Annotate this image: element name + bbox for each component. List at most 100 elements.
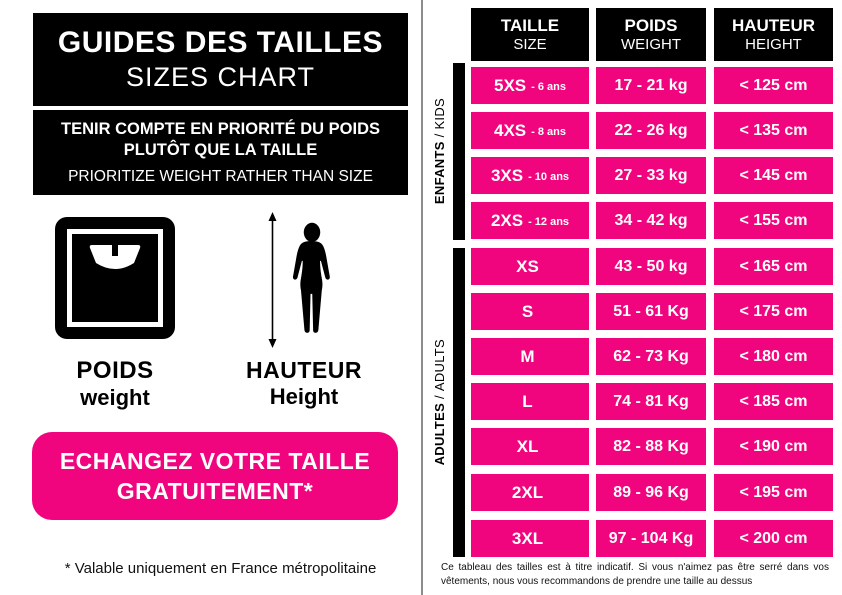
height-value: < 200 cm [739,529,808,547]
size-cell: 4XS - 8 ans [471,112,589,149]
weight-cell: 82 - 88 Kg [596,428,706,465]
size-cell: XL [471,428,589,465]
adults-group-label: ADULTES / ADULTS [426,248,452,557]
table-row: 4XS - 8 ans 22 - 26 kg < 135 cm [471,112,833,149]
weight-cell: 89 - 96 Kg [596,474,706,511]
person-silhouette-icon [292,222,330,333]
height-cell: < 155 cm [714,202,833,239]
table-row: 3XL 97 - 104 Kg < 200 cm [471,520,833,557]
weight-value: 43 - 50 kg [614,257,688,275]
scale-inner-frame [67,229,163,327]
adults-group-label-text: ADULTES / ADULTS [431,339,447,466]
height-cell: < 175 cm [714,293,833,330]
weight-value: 97 - 104 Kg [608,529,694,547]
height-value: < 125 cm [739,76,808,94]
size-cell: 2XL [471,474,589,511]
advice-french-line1: TENIR COMPTE EN PRIORITÉ DU POIDS [60,120,381,139]
height-cell: < 135 cm [714,112,833,149]
height-cell: < 145 cm [714,157,833,194]
advice-english: PRIORITIZE WEIGHT RATHER THAN SIZE [68,167,373,185]
cta-line2: GRATUITEMENT* [116,477,314,504]
age-value: - 10 ans [528,171,570,183]
header-size: TAILLE SIZE [471,8,589,61]
table-row: 3XS - 10 ans 27 - 33 kg < 145 cm [471,157,833,194]
weight-label-french: POIDS [76,357,154,384]
height-cell: < 165 cm [714,248,833,285]
header-weight: POIDS WEIGHT [596,8,706,61]
height-label-french: HAUTEUR [246,357,362,383]
size-cell: 2XS - 12 ans [471,202,589,239]
weight-value: 62 - 73 Kg [613,347,689,365]
scale-dial-icon [89,245,141,269]
table-row: M 62 - 73 Kg < 180 cm [471,338,833,375]
kids-group-label: ENFANTS / KIDS [426,63,452,240]
kids-group-bar [453,63,465,240]
table-row: 2XL 89 - 96 Kg < 195 cm [471,474,833,511]
height-label: HAUTEUR Height [233,357,375,410]
height-value: < 175 cm [739,302,808,320]
table-row: S 51 - 61 Kg < 175 cm [471,293,833,330]
cta-line1: ECHANGEZ VOTRE TAILLE [59,447,371,474]
height-value: < 155 cm [739,211,808,229]
height-value: < 195 cm [739,483,808,501]
table-row: XS 43 - 50 kg < 165 cm [471,248,833,285]
age-value: - 6 ans [531,81,566,93]
weight-cell: 62 - 73 Kg [596,338,706,375]
weight-cell: 51 - 61 Kg [596,293,706,330]
height-value: < 165 cm [739,257,808,275]
vertical-divider [421,0,423,595]
height-cell: < 195 cm [714,474,833,511]
title-french: GUIDES DES TAILLES [57,26,384,59]
header-size-french: TAILLE [500,15,560,35]
advice-banner: TENIR COMPTE EN PRIORITÉ DU POIDS PLUTÔT… [33,110,408,195]
weight-label: POIDS weight [55,357,175,411]
size-value: S [521,301,534,321]
height-value: < 190 cm [739,437,808,455]
weight-value: 89 - 96 Kg [613,483,689,501]
size-value: XS [516,256,539,276]
weight-value: 27 - 33 kg [614,166,688,184]
size-value: 2XL [511,482,544,502]
table-row: XL 82 - 88 Kg < 190 cm [471,428,833,465]
height-cell: < 180 cm [714,338,833,375]
size-cell: S [471,293,589,330]
size-value: 2XS [490,210,524,230]
vertical-arrow-icon [268,212,277,348]
free-exchange-button[interactable]: ECHANGEZ VOTRE TAILLE GRATUITEMENT* [32,432,398,520]
size-value: M [520,346,535,366]
header-size-english: SIZE [513,35,547,53]
france-footnote: * Valable uniquement en France métropoli… [64,560,377,577]
title-english: SIZES CHART [125,62,316,92]
table-row: L 74 - 81 Kg < 185 cm [471,383,833,420]
size-cell: XS [471,248,589,285]
weight-value: 22 - 26 kg [614,121,688,139]
weight-cell: 27 - 33 kg [596,157,706,194]
weight-value: 74 - 81 Kg [613,392,689,410]
size-cell: 5XS - 6 ans [471,67,589,104]
height-cell: < 190 cm [714,428,833,465]
header-height: HAUTEUR HEIGHT [714,8,833,61]
kids-group-label-text: ENFANTS / KIDS [431,98,447,205]
size-value: 3XL [511,528,544,548]
table-disclaimer: Ce tableau des tailles est à titre indic… [441,562,829,587]
table-row: 5XS - 6 ans 17 - 21 kg < 125 cm [471,67,833,104]
size-value: 4XS [494,120,527,140]
title-banner: GUIDES DES TAILLES SIZES CHART [33,13,408,106]
age-value: - 12 ans [528,216,570,228]
header-weight-english: WEIGHT [621,35,681,53]
size-value: L [522,391,533,411]
height-figure [266,212,338,348]
size-cell: 3XS - 10 ans [471,157,589,194]
table-row: 2XS - 12 ans 34 - 42 kg < 155 cm [471,202,833,239]
size-cell: 3XL [471,520,589,557]
weight-cell: 34 - 42 kg [596,202,706,239]
weight-cell: 74 - 81 Kg [596,383,706,420]
weight-cell: 22 - 26 kg [596,112,706,149]
weight-cell: 17 - 21 kg [596,67,706,104]
adults-group-bar [453,248,465,557]
weight-cell: 43 - 50 kg [596,248,706,285]
weight-value: 82 - 88 Kg [613,437,689,455]
header-height-english: HEIGHT [745,35,802,53]
size-value: 3XS [490,165,524,185]
